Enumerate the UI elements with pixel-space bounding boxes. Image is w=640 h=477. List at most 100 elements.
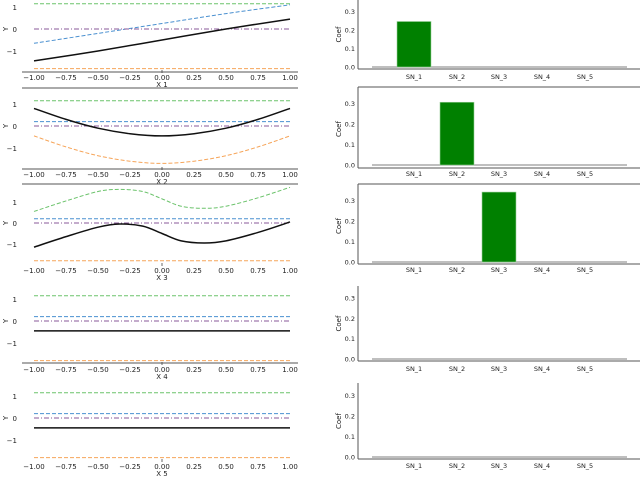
line-plot-2: 1 0 −1 Y −1.00 −0.75 −0.50 −0.25 0.00 0.25 0.50 0.7… bbox=[2, 87, 298, 186]
y-tick-label: 1 bbox=[13, 199, 17, 207]
bar-sn-2 bbox=[439, 101, 475, 166]
x-tick-label: −0.75 bbox=[55, 74, 76, 82]
x-tick-label: SN_1 bbox=[406, 266, 422, 274]
x-tick-label: SN_4 bbox=[534, 365, 550, 373]
y-tick-label: −1 bbox=[7, 48, 17, 56]
x-tick-label: SN_5 bbox=[577, 462, 593, 470]
x-tick-label: 0.75 bbox=[250, 463, 266, 471]
y-axis-label: Coef bbox=[335, 217, 343, 233]
x-tick-label: 0.50 bbox=[218, 74, 234, 82]
y-axis-label: Coef bbox=[335, 315, 343, 331]
x-tick-label: 1.00 bbox=[282, 74, 298, 82]
x-tick-label: −0.25 bbox=[119, 171, 140, 179]
x-tick-label: SN_2 bbox=[449, 365, 465, 373]
x-tick-label: −0.75 bbox=[55, 366, 76, 374]
x-tick-label: −1.00 bbox=[23, 267, 44, 275]
x-tick-label: −0.25 bbox=[119, 74, 140, 82]
x-tick-label: 0.00 bbox=[154, 171, 170, 179]
x-tick-label: 0.50 bbox=[218, 463, 234, 471]
y-tick-label: 0 bbox=[13, 26, 17, 34]
x-tick-label: −1.00 bbox=[23, 74, 44, 82]
x-tick-label: SN_3 bbox=[491, 170, 507, 178]
line-plot-5: 1 0 −1 Y −1.00 −0.75 −0.50 −0.25 0.00 0.25 0.50 0.7… bbox=[2, 392, 298, 477]
series-blue-line bbox=[33, 4, 291, 44]
y-axis-label: Y bbox=[2, 26, 10, 32]
y-tick-label: 0.0 bbox=[345, 259, 355, 267]
x-axis-label: X 1 bbox=[156, 81, 167, 89]
y-tick-label: 1 bbox=[13, 296, 17, 304]
y-axis-label: Y bbox=[2, 415, 10, 421]
line-plot-4: 1 0 −1 Y −1.00 −0.75 −0.50 −0.25 0.00 0.25 0.50 0.7… bbox=[2, 295, 298, 381]
y-tick-label: −1 bbox=[7, 241, 17, 249]
series-upper_green-line bbox=[33, 186, 291, 212]
y-axis-label: Coef bbox=[335, 412, 343, 428]
x-tick-label: SN_5 bbox=[577, 266, 593, 274]
x-tick-label: SN_1 bbox=[406, 462, 422, 470]
x-tick-label: SN_1 bbox=[406, 365, 422, 373]
bar-chart-1: 0.0 0.1 0.2 0.3 Coef SN_1 SN_2 SN_3 SN_4 SN_5 bbox=[335, 0, 640, 81]
y-tick-label: 0.2 bbox=[345, 315, 355, 323]
x-tick-label: SN_5 bbox=[577, 365, 593, 373]
y-tick-label: 1 bbox=[13, 393, 17, 401]
x-tick-label: SN_3 bbox=[491, 73, 507, 81]
x-tick-label: SN_1 bbox=[406, 170, 422, 178]
x-tick-label: SN_5 bbox=[577, 73, 593, 81]
y-tick-label: 1 bbox=[13, 4, 17, 12]
x-tick-label: SN_2 bbox=[449, 266, 465, 274]
y-tick-label: 1 bbox=[13, 101, 17, 109]
y-tick-label: 0 bbox=[13, 123, 17, 131]
bar-sn-1 bbox=[396, 21, 432, 68]
y-tick-label: −1 bbox=[7, 145, 17, 153]
x-tick-label: −0.75 bbox=[55, 463, 76, 471]
bar-chart-5: 0.0 0.1 0.2 0.3 Coef SN_1 SN_2 SN_3 SN_4 SN_5 bbox=[335, 383, 640, 470]
y-tick-label: 0.2 bbox=[345, 412, 355, 420]
y-tick-label: 0.0 bbox=[345, 162, 355, 170]
y-tick-label: 0.2 bbox=[345, 26, 355, 34]
x-tick-label: SN_4 bbox=[534, 73, 550, 81]
y-tick-label: 0 bbox=[13, 318, 17, 326]
bar-chart-3: 0.0 0.1 0.2 0.3 Coef SN_1 SN_2 SN_3 SN_4 SN_5 bbox=[335, 183, 640, 274]
x-tick-label: −0.50 bbox=[87, 74, 108, 82]
x-tick-label: 0.00 bbox=[154, 463, 170, 471]
x-tick-label: −0.25 bbox=[119, 366, 140, 374]
x-tick-label: 1.00 bbox=[282, 463, 298, 471]
x-tick-label: 1.00 bbox=[282, 171, 298, 179]
x-tick-label: −0.50 bbox=[87, 171, 108, 179]
x-tick-label: −0.75 bbox=[55, 171, 76, 179]
x-tick-label: SN_3 bbox=[491, 462, 507, 470]
x-tick-label: 0.50 bbox=[218, 267, 234, 275]
y-axis-label: Y bbox=[2, 318, 10, 324]
y-tick-label: 0.3 bbox=[345, 295, 355, 303]
x-tick-label: 0.75 bbox=[250, 267, 266, 275]
y-tick-label: 0.1 bbox=[345, 238, 355, 246]
bar-chart-2: 0.0 0.1 0.2 0.3 Coef SN_1 SN_2 SN_3 SN_4 SN_5 bbox=[335, 86, 640, 178]
x-tick-label: 0.25 bbox=[186, 74, 202, 82]
x-tick-label: 0.25 bbox=[186, 171, 202, 179]
x-tick-label: −1.00 bbox=[23, 171, 44, 179]
y-axis-label: Coef bbox=[335, 120, 343, 136]
x-tick-label: −0.50 bbox=[87, 366, 108, 374]
x-tick-label: SN_1 bbox=[406, 73, 422, 81]
x-tick-label: 0.25 bbox=[186, 366, 202, 374]
bar-sn-3 bbox=[481, 191, 517, 263]
y-tick-label: 0.1 bbox=[345, 45, 355, 53]
y-tick-label: 0.0 bbox=[345, 356, 355, 364]
x-tick-label: −0.75 bbox=[55, 267, 76, 275]
line-plot-1: 1 0 −1 Y −1.00 −0.75 −0.50 −0.25 0.00 0.25 0.50 0.7… bbox=[2, 3, 298, 89]
x-axis-label: X 2 bbox=[156, 178, 167, 186]
x-tick-label: SN_4 bbox=[534, 170, 550, 178]
series-main-line bbox=[33, 221, 291, 248]
x-tick-label: SN_3 bbox=[491, 365, 507, 373]
x-tick-label: SN_4 bbox=[534, 266, 550, 274]
y-tick-label: 0.2 bbox=[345, 217, 355, 225]
x-tick-label: SN_2 bbox=[449, 462, 465, 470]
x-tick-label: SN_2 bbox=[449, 73, 465, 81]
y-tick-label: 0 bbox=[13, 415, 17, 423]
x-tick-label: −1.00 bbox=[23, 366, 44, 374]
bar-chart-4: 0.0 0.1 0.2 0.3 Coef SN_1 SN_2 SN_3 SN_4 SN_5 bbox=[335, 286, 640, 373]
x-tick-label: 1.00 bbox=[282, 366, 298, 374]
y-tick-label: 0.1 bbox=[345, 141, 355, 149]
x-tick-label: 0.75 bbox=[250, 171, 266, 179]
x-tick-label: 0.25 bbox=[186, 267, 202, 275]
y-tick-label: 0.2 bbox=[345, 120, 355, 128]
